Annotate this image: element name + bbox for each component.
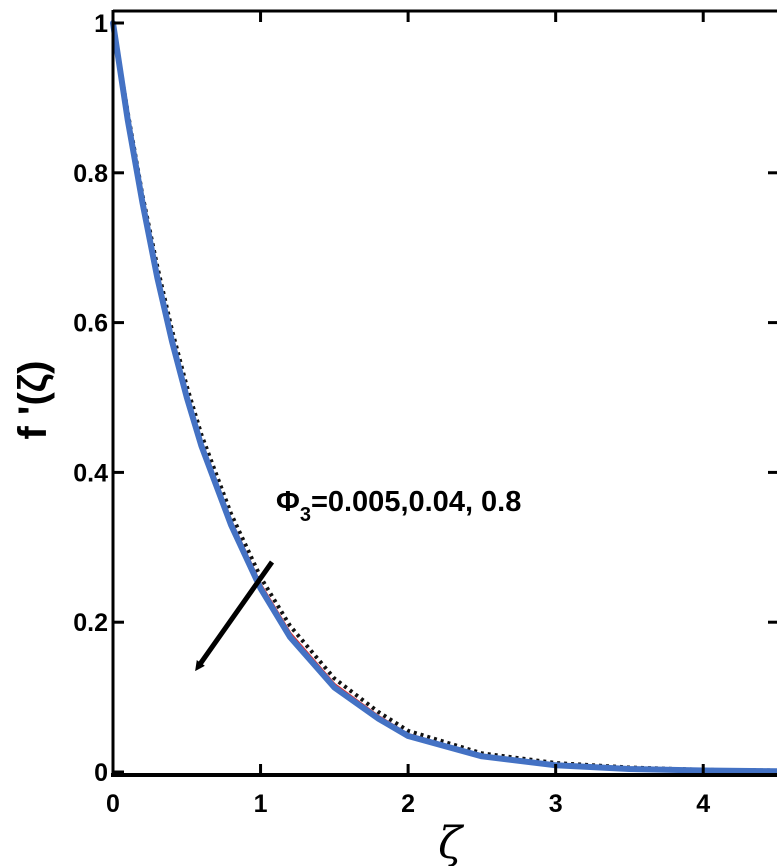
- y-axis-label: f '(ζ): [11, 360, 55, 439]
- annotation-symbol: Φ: [276, 486, 300, 518]
- y-tick-label-2: 0.4: [73, 459, 108, 487]
- x-tick-label-4: 4: [696, 790, 710, 818]
- x-tick-label-2: 2: [401, 790, 415, 818]
- axes-layer: [111, 9, 777, 777]
- y-tick-label-4: 0.8: [73, 160, 108, 188]
- annotation-arrow: [195, 560, 275, 672]
- annotation-text: =0.005,0.04, 0.8: [311, 486, 521, 518]
- y-tick-label-5: 1: [94, 10, 108, 38]
- x-tick-label-0: 0: [106, 790, 120, 818]
- series-layer: [110, 20, 777, 775]
- plot-area: [113, 10, 777, 775]
- ticks-layer: 0 1 2 3 4 0 0.2 0.4 0.6 0.8 1: [73, 10, 777, 818]
- annotation-subscript: 3: [300, 504, 311, 526]
- y-tick-label-3: 0.6: [73, 310, 108, 338]
- series-line-2: [110, 20, 777, 775]
- y-tick-label-1: 0.2: [73, 609, 108, 637]
- x-tick-label-3: 3: [549, 790, 563, 818]
- series-line-0: [111, 22, 777, 773]
- x-tick-label-1: 1: [254, 790, 268, 818]
- x-axis-label: ζ: [438, 818, 465, 866]
- annotation-label: Φ3=0.005,0.04, 0.8: [276, 486, 521, 526]
- y-tick-label-0: 0: [94, 759, 108, 787]
